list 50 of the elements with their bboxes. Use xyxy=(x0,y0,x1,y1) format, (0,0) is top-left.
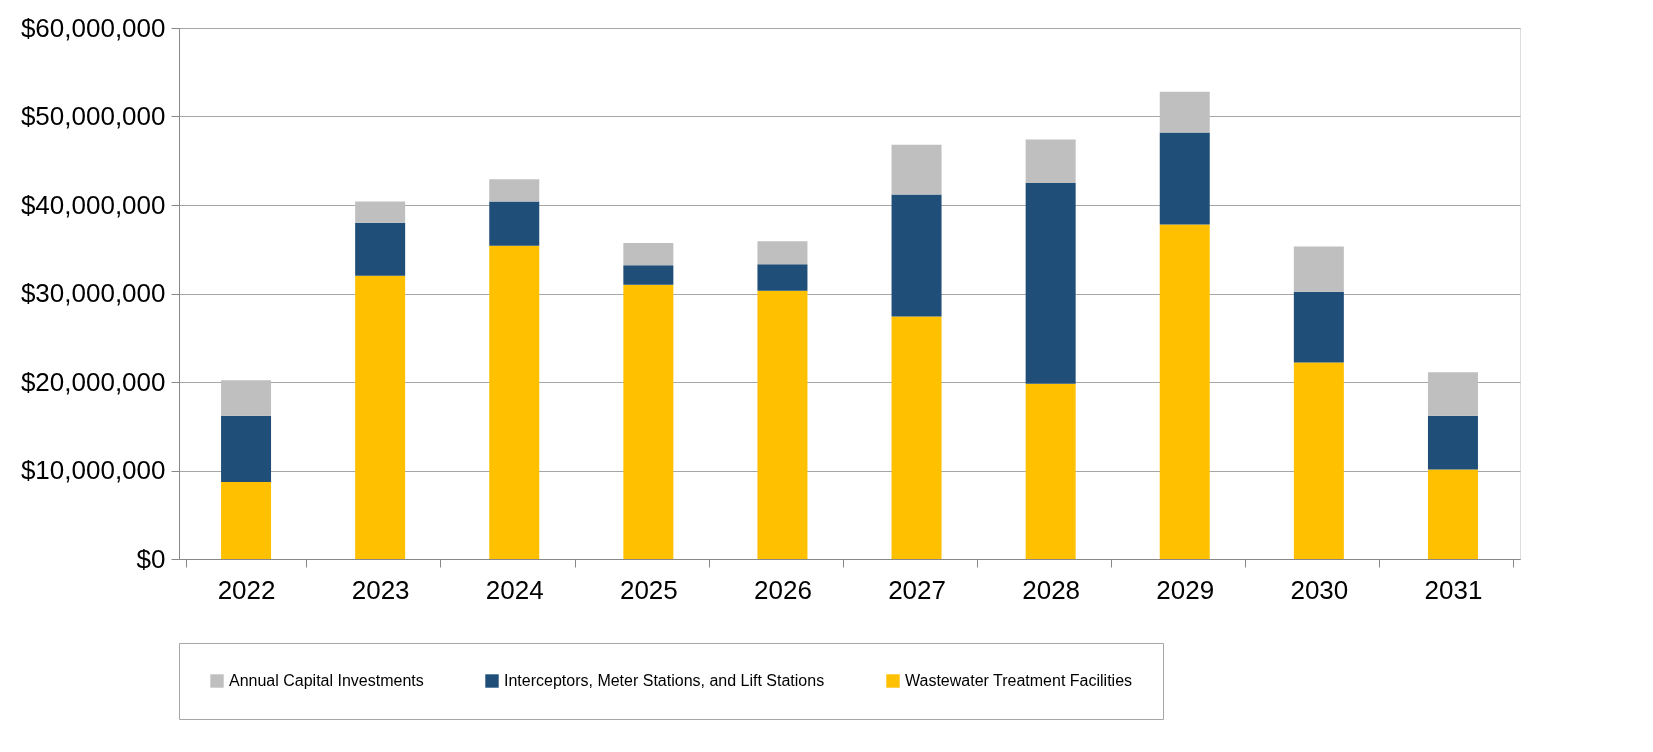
bar xyxy=(1159,91,1210,133)
bar xyxy=(623,284,674,559)
y-tick-label: $50,000,000 xyxy=(20,101,166,131)
bar xyxy=(757,241,808,265)
bar xyxy=(1293,291,1344,363)
bar xyxy=(891,194,942,317)
bar xyxy=(891,316,942,559)
bar xyxy=(489,201,540,246)
bar xyxy=(1293,246,1344,292)
bar xyxy=(221,380,272,416)
bar xyxy=(355,201,406,223)
bar xyxy=(1427,372,1478,416)
bar xyxy=(891,144,942,195)
y-tick-label: $0 xyxy=(136,543,166,574)
x-tick-label: 2026 xyxy=(754,574,812,605)
x-tick-label: 2028 xyxy=(1022,574,1081,605)
bar xyxy=(355,275,406,559)
bar xyxy=(623,243,674,266)
x-tick-label: 2027 xyxy=(888,574,946,605)
bar xyxy=(1025,383,1076,559)
bar xyxy=(355,222,406,276)
legend-label: Interceptors, Meter Stations, and Lift Stations xyxy=(504,672,825,689)
legend-label: Annual Capital Investments xyxy=(229,672,424,689)
bar xyxy=(1025,182,1076,384)
x-tick-label: 2024 xyxy=(485,574,544,605)
y-tick-label: $40,000,000 xyxy=(20,189,166,220)
y-tick-label: $10,000,000 xyxy=(20,455,166,485)
x-tick-label: 2023 xyxy=(351,574,410,605)
y-tick-label: $60,000,000 xyxy=(20,12,166,43)
x-tick-label: 2031 xyxy=(1424,574,1483,605)
bar xyxy=(623,265,674,285)
bar xyxy=(1427,415,1478,470)
y-tick-label: $20,000,000 xyxy=(20,366,166,397)
x-tick-label: 2029 xyxy=(1156,574,1215,605)
bar xyxy=(1427,469,1478,559)
bar xyxy=(1025,139,1076,183)
bar xyxy=(489,245,540,559)
x-tick-label: 2022 xyxy=(217,574,276,605)
bar xyxy=(1159,132,1210,225)
y-tick-label: $30,000,000 xyxy=(20,278,166,308)
bar xyxy=(221,482,272,559)
bar xyxy=(489,179,540,202)
bar xyxy=(1159,224,1210,559)
bar xyxy=(757,290,808,559)
bar xyxy=(757,264,808,291)
x-tick-label: 2030 xyxy=(1290,574,1349,605)
legend-label: Wastewater Treatment Facilities xyxy=(905,672,1133,689)
x-tick-label: 2025 xyxy=(619,574,678,605)
bar xyxy=(1293,362,1344,559)
bar xyxy=(221,415,272,483)
